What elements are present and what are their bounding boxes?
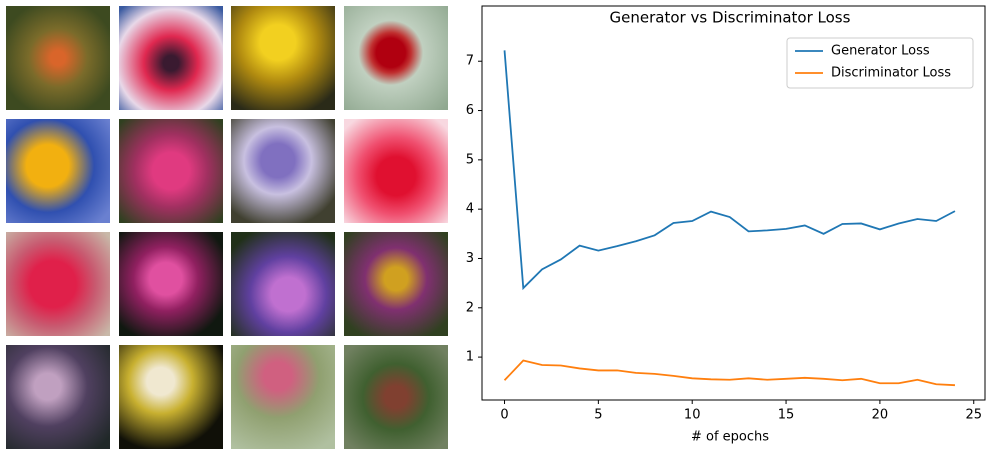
x-tick-label: 10 xyxy=(684,408,701,423)
y-tick-label: 4 xyxy=(466,202,474,217)
generated-image xyxy=(231,119,335,223)
generated-image xyxy=(344,232,448,336)
generated-image xyxy=(119,345,223,449)
generated-image xyxy=(344,345,448,449)
generated-image xyxy=(119,6,223,110)
generated-image xyxy=(6,119,110,223)
generated-image xyxy=(231,232,335,336)
generated-image xyxy=(119,119,223,223)
y-tick-label: 5 xyxy=(466,152,474,167)
generated-image xyxy=(231,6,335,110)
legend-box xyxy=(786,37,974,89)
x-tick-label: 20 xyxy=(872,408,889,423)
x-tick-label: 25 xyxy=(965,408,982,423)
generated-image xyxy=(231,345,335,449)
generated-image xyxy=(6,232,110,336)
y-tick-label: 6 xyxy=(466,103,474,118)
y-tick-label: 2 xyxy=(466,300,474,315)
y-tick-label: 3 xyxy=(466,251,474,266)
x-tick-label: 0 xyxy=(500,408,508,423)
legend-label: Discriminator Loss xyxy=(831,66,951,81)
x-tick-label: 5 xyxy=(594,408,602,423)
generated-image xyxy=(119,232,223,336)
y-tick-label: 7 xyxy=(466,54,474,69)
plot-frame xyxy=(481,5,986,401)
generated-image xyxy=(6,345,110,449)
generated-image xyxy=(6,6,110,110)
legend-label: Generator Loss xyxy=(831,44,930,59)
chart-title: Generator vs Discriminator Loss xyxy=(610,9,851,27)
x-tick-label: 15 xyxy=(778,408,795,423)
y-tick-label: 1 xyxy=(466,350,474,365)
generated-image xyxy=(344,119,448,223)
generated-image xyxy=(344,6,448,110)
series-line xyxy=(503,359,956,387)
series-line xyxy=(503,50,956,291)
x-axis-label: # of epochs xyxy=(691,430,769,445)
